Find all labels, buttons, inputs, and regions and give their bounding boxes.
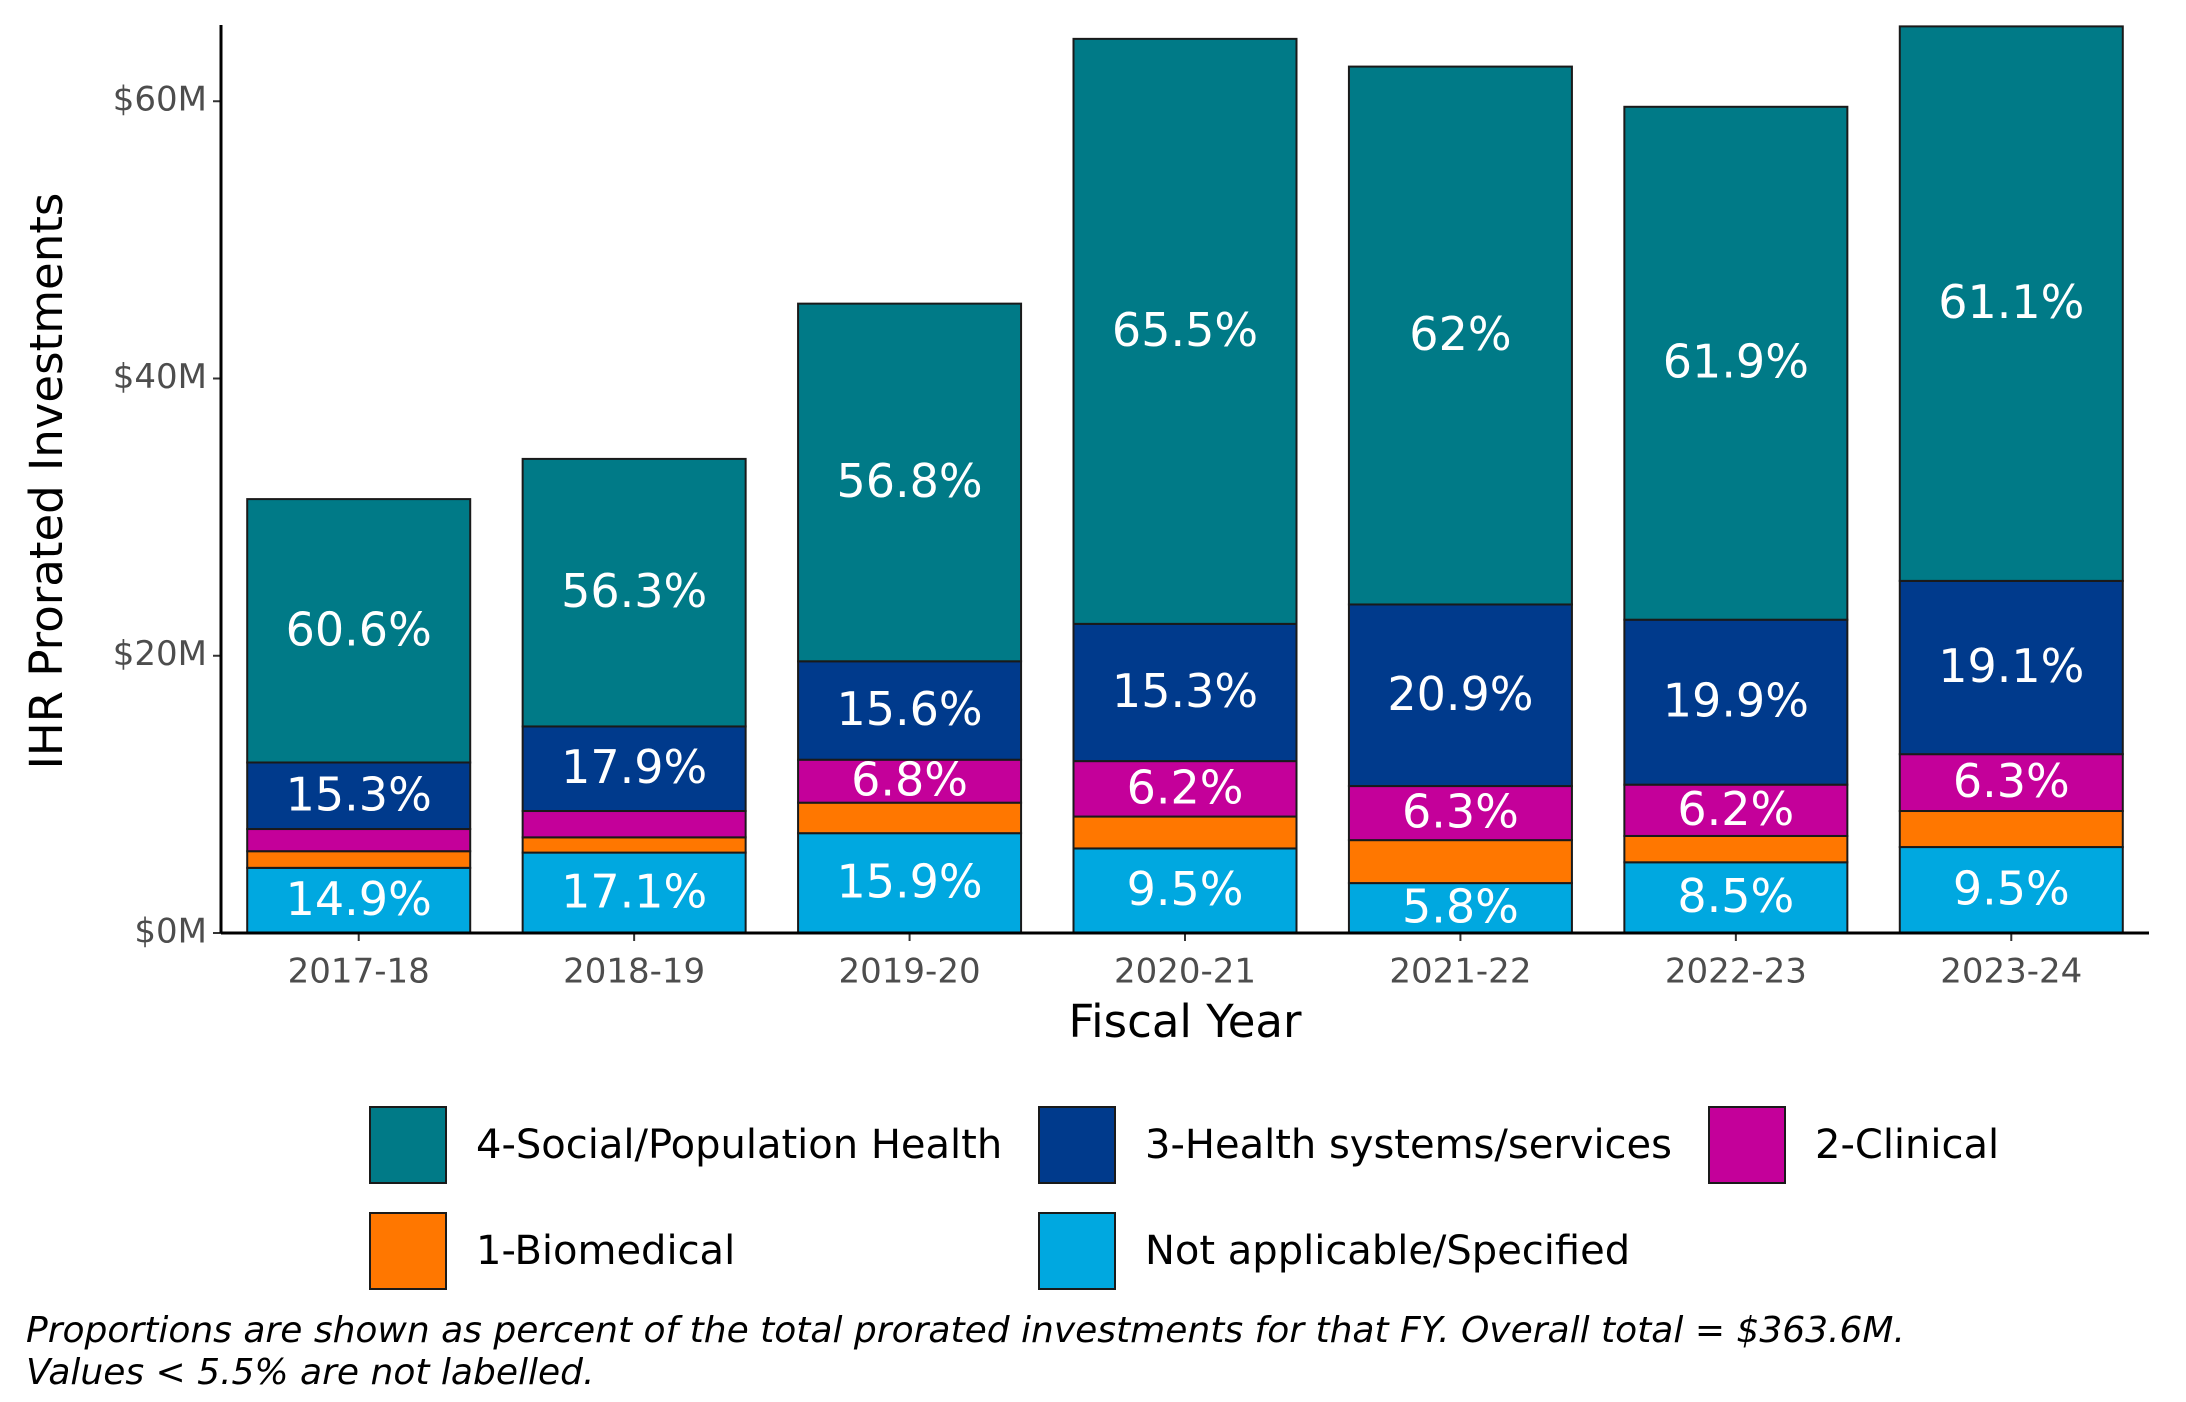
data-label: 8.5% (1677, 869, 1794, 923)
data-label: 6.2% (1127, 760, 1244, 814)
bar-segment (1347, 65, 1573, 606)
data-label: 9.5% (1127, 862, 1244, 916)
y-axis-title: IHR Prorated Investments (20, 193, 73, 770)
bar-segment (246, 828, 472, 853)
x-tick-label: 2021-22 (1389, 952, 1531, 992)
bar-segment (521, 810, 747, 839)
data-label: 17.9% (561, 740, 707, 794)
legend-label: 2-Clinical (1815, 1122, 1999, 1168)
bar-segment (1072, 622, 1298, 763)
bar-segment (521, 457, 747, 728)
data-label: 17.1% (561, 864, 707, 918)
bar-segment (1072, 760, 1298, 818)
data-label: 20.9% (1387, 667, 1533, 721)
data-label: 15.3% (286, 767, 432, 821)
x-axis-title: Fiscal Year (1069, 995, 1302, 1048)
x-tick-label: 2018-19 (563, 952, 705, 992)
bar-segment (1898, 25, 2124, 582)
data-label: 15.9% (837, 855, 983, 909)
bar-segment (521, 836, 747, 854)
data-label: 15.3% (1112, 664, 1258, 718)
data-label: 6.8% (851, 753, 968, 807)
x-tick-label: 2023-24 (1940, 952, 2082, 992)
data-label: 61.1% (1938, 275, 2084, 329)
bar-segment (1072, 847, 1298, 934)
x-tick-label: 2022-23 (1665, 952, 1807, 992)
data-label: 9.5% (1953, 862, 2070, 916)
caption: Values < 5.5% are not labelled. (26, 1352, 594, 1393)
x-tick-label: 2020-21 (1114, 952, 1256, 992)
bar-segment (1623, 834, 1849, 864)
data-label: 6.2% (1677, 782, 1794, 836)
legend-swatch (369, 1212, 447, 1290)
bar-segment (1898, 846, 2124, 934)
bar-segment (521, 725, 747, 813)
bar-segment (1623, 105, 1849, 621)
bar-segment (1347, 785, 1573, 842)
data-label: 19.9% (1663, 674, 1809, 728)
data-label: 61.9% (1663, 335, 1809, 389)
legend-swatch (1038, 1106, 1116, 1184)
bar-segment (1347, 603, 1573, 788)
legend-swatch (1708, 1106, 1786, 1184)
data-label: 5.8% (1402, 880, 1519, 934)
bar-segment (246, 850, 472, 869)
bar-segment (1072, 815, 1298, 850)
data-label: 62% (1409, 307, 1511, 361)
y-tick-label: $60M (113, 80, 207, 120)
bar-segment (797, 660, 1023, 761)
y-tick-label: $40M (113, 357, 207, 397)
x-tick-label: 2017-18 (288, 952, 430, 992)
data-label: 56.8% (837, 454, 983, 508)
data-label: 56.3% (561, 564, 707, 618)
data-label: 6.3% (1402, 785, 1519, 839)
data-label: 6.3% (1953, 754, 2070, 808)
bar-segment (1898, 579, 2124, 756)
data-label: 60.6% (286, 602, 432, 656)
legend-swatch (1038, 1212, 1116, 1290)
bar-segment (797, 758, 1023, 804)
legend-label: 3-Health systems/services (1145, 1122, 1672, 1168)
legend-swatch (369, 1106, 447, 1184)
y-tick-label: $0M (134, 912, 207, 952)
data-label: 15.6% (837, 682, 983, 736)
bar-segment (246, 866, 472, 935)
legend-label: 1-Biomedical (476, 1228, 735, 1274)
bar-segment (1347, 882, 1573, 935)
bar-segment (1623, 618, 1849, 786)
legend-label: 4-Social/Population Health (476, 1122, 1002, 1168)
y-tick-label: $20M (113, 634, 207, 674)
caption: Proportions are shown as percent of the … (26, 1310, 1905, 1351)
bar-segment (797, 832, 1023, 935)
bar-segment (797, 302, 1023, 663)
bar-segment (1898, 810, 2124, 849)
data-label: 14.9% (286, 872, 432, 926)
bar-segment (1072, 37, 1298, 625)
x-tick-label: 2019-20 (839, 952, 981, 992)
data-label: 65.5% (1112, 303, 1258, 357)
bar-segment (246, 498, 472, 764)
bar-segment (1347, 839, 1573, 885)
bar-segment (246, 761, 472, 831)
data-label: 19.1% (1938, 639, 2084, 693)
legend-label: Not applicable/Specified (1145, 1228, 1630, 1274)
bar-segment (797, 801, 1023, 835)
